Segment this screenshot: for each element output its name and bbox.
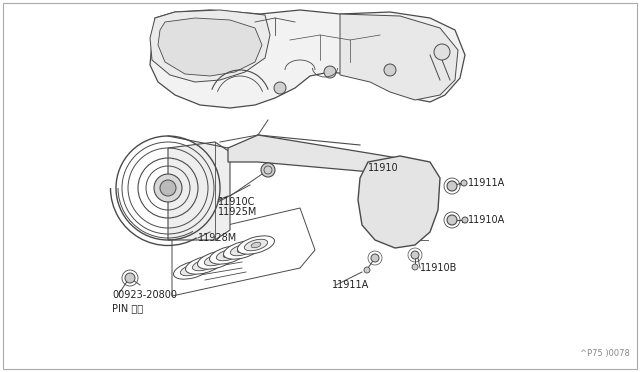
- Ellipse shape: [237, 236, 275, 254]
- Polygon shape: [228, 135, 430, 175]
- Ellipse shape: [251, 242, 261, 248]
- Circle shape: [462, 217, 468, 223]
- Circle shape: [434, 44, 450, 60]
- Ellipse shape: [199, 262, 209, 268]
- Ellipse shape: [209, 246, 246, 264]
- Text: 11910C: 11910C: [218, 197, 255, 207]
- Circle shape: [154, 174, 182, 202]
- Text: 11910A: 11910A: [468, 215, 505, 225]
- Circle shape: [412, 264, 418, 270]
- Circle shape: [411, 251, 419, 259]
- Polygon shape: [340, 14, 458, 100]
- Circle shape: [413, 170, 423, 180]
- Ellipse shape: [186, 256, 223, 274]
- Circle shape: [364, 267, 370, 273]
- Polygon shape: [150, 10, 270, 82]
- Ellipse shape: [216, 249, 239, 261]
- Ellipse shape: [223, 241, 260, 259]
- Text: 11928M: 11928M: [198, 233, 237, 243]
- Ellipse shape: [237, 247, 247, 253]
- Text: PIN ピン: PIN ピン: [112, 303, 143, 313]
- Ellipse shape: [211, 257, 221, 263]
- Text: 11911A: 11911A: [332, 280, 369, 290]
- Text: ^P75 )0078: ^P75 )0078: [580, 349, 630, 358]
- Circle shape: [447, 181, 457, 191]
- Circle shape: [447, 215, 457, 225]
- Polygon shape: [358, 156, 440, 248]
- Ellipse shape: [180, 264, 204, 276]
- Circle shape: [380, 223, 390, 233]
- Polygon shape: [158, 18, 262, 76]
- Ellipse shape: [193, 259, 216, 271]
- Circle shape: [324, 66, 336, 78]
- Ellipse shape: [244, 239, 268, 251]
- Circle shape: [125, 273, 135, 283]
- Text: 00923-20800: 00923-20800: [112, 290, 177, 300]
- Circle shape: [384, 64, 396, 76]
- Ellipse shape: [173, 261, 211, 279]
- Text: 11910B: 11910B: [420, 263, 458, 273]
- Circle shape: [160, 180, 176, 196]
- Circle shape: [387, 192, 403, 208]
- Ellipse shape: [204, 254, 228, 266]
- Text: 11910: 11910: [368, 163, 399, 173]
- Ellipse shape: [187, 267, 197, 273]
- Ellipse shape: [198, 251, 234, 269]
- Circle shape: [461, 180, 467, 186]
- Circle shape: [380, 170, 390, 180]
- Circle shape: [274, 82, 286, 94]
- Circle shape: [371, 254, 379, 262]
- Text: 11925M: 11925M: [218, 207, 257, 217]
- Circle shape: [403, 208, 417, 222]
- Ellipse shape: [230, 244, 253, 256]
- Circle shape: [413, 223, 423, 233]
- Polygon shape: [168, 142, 230, 240]
- Ellipse shape: [223, 252, 233, 258]
- Text: 11911A: 11911A: [468, 178, 505, 188]
- Circle shape: [261, 163, 275, 177]
- Polygon shape: [150, 10, 465, 108]
